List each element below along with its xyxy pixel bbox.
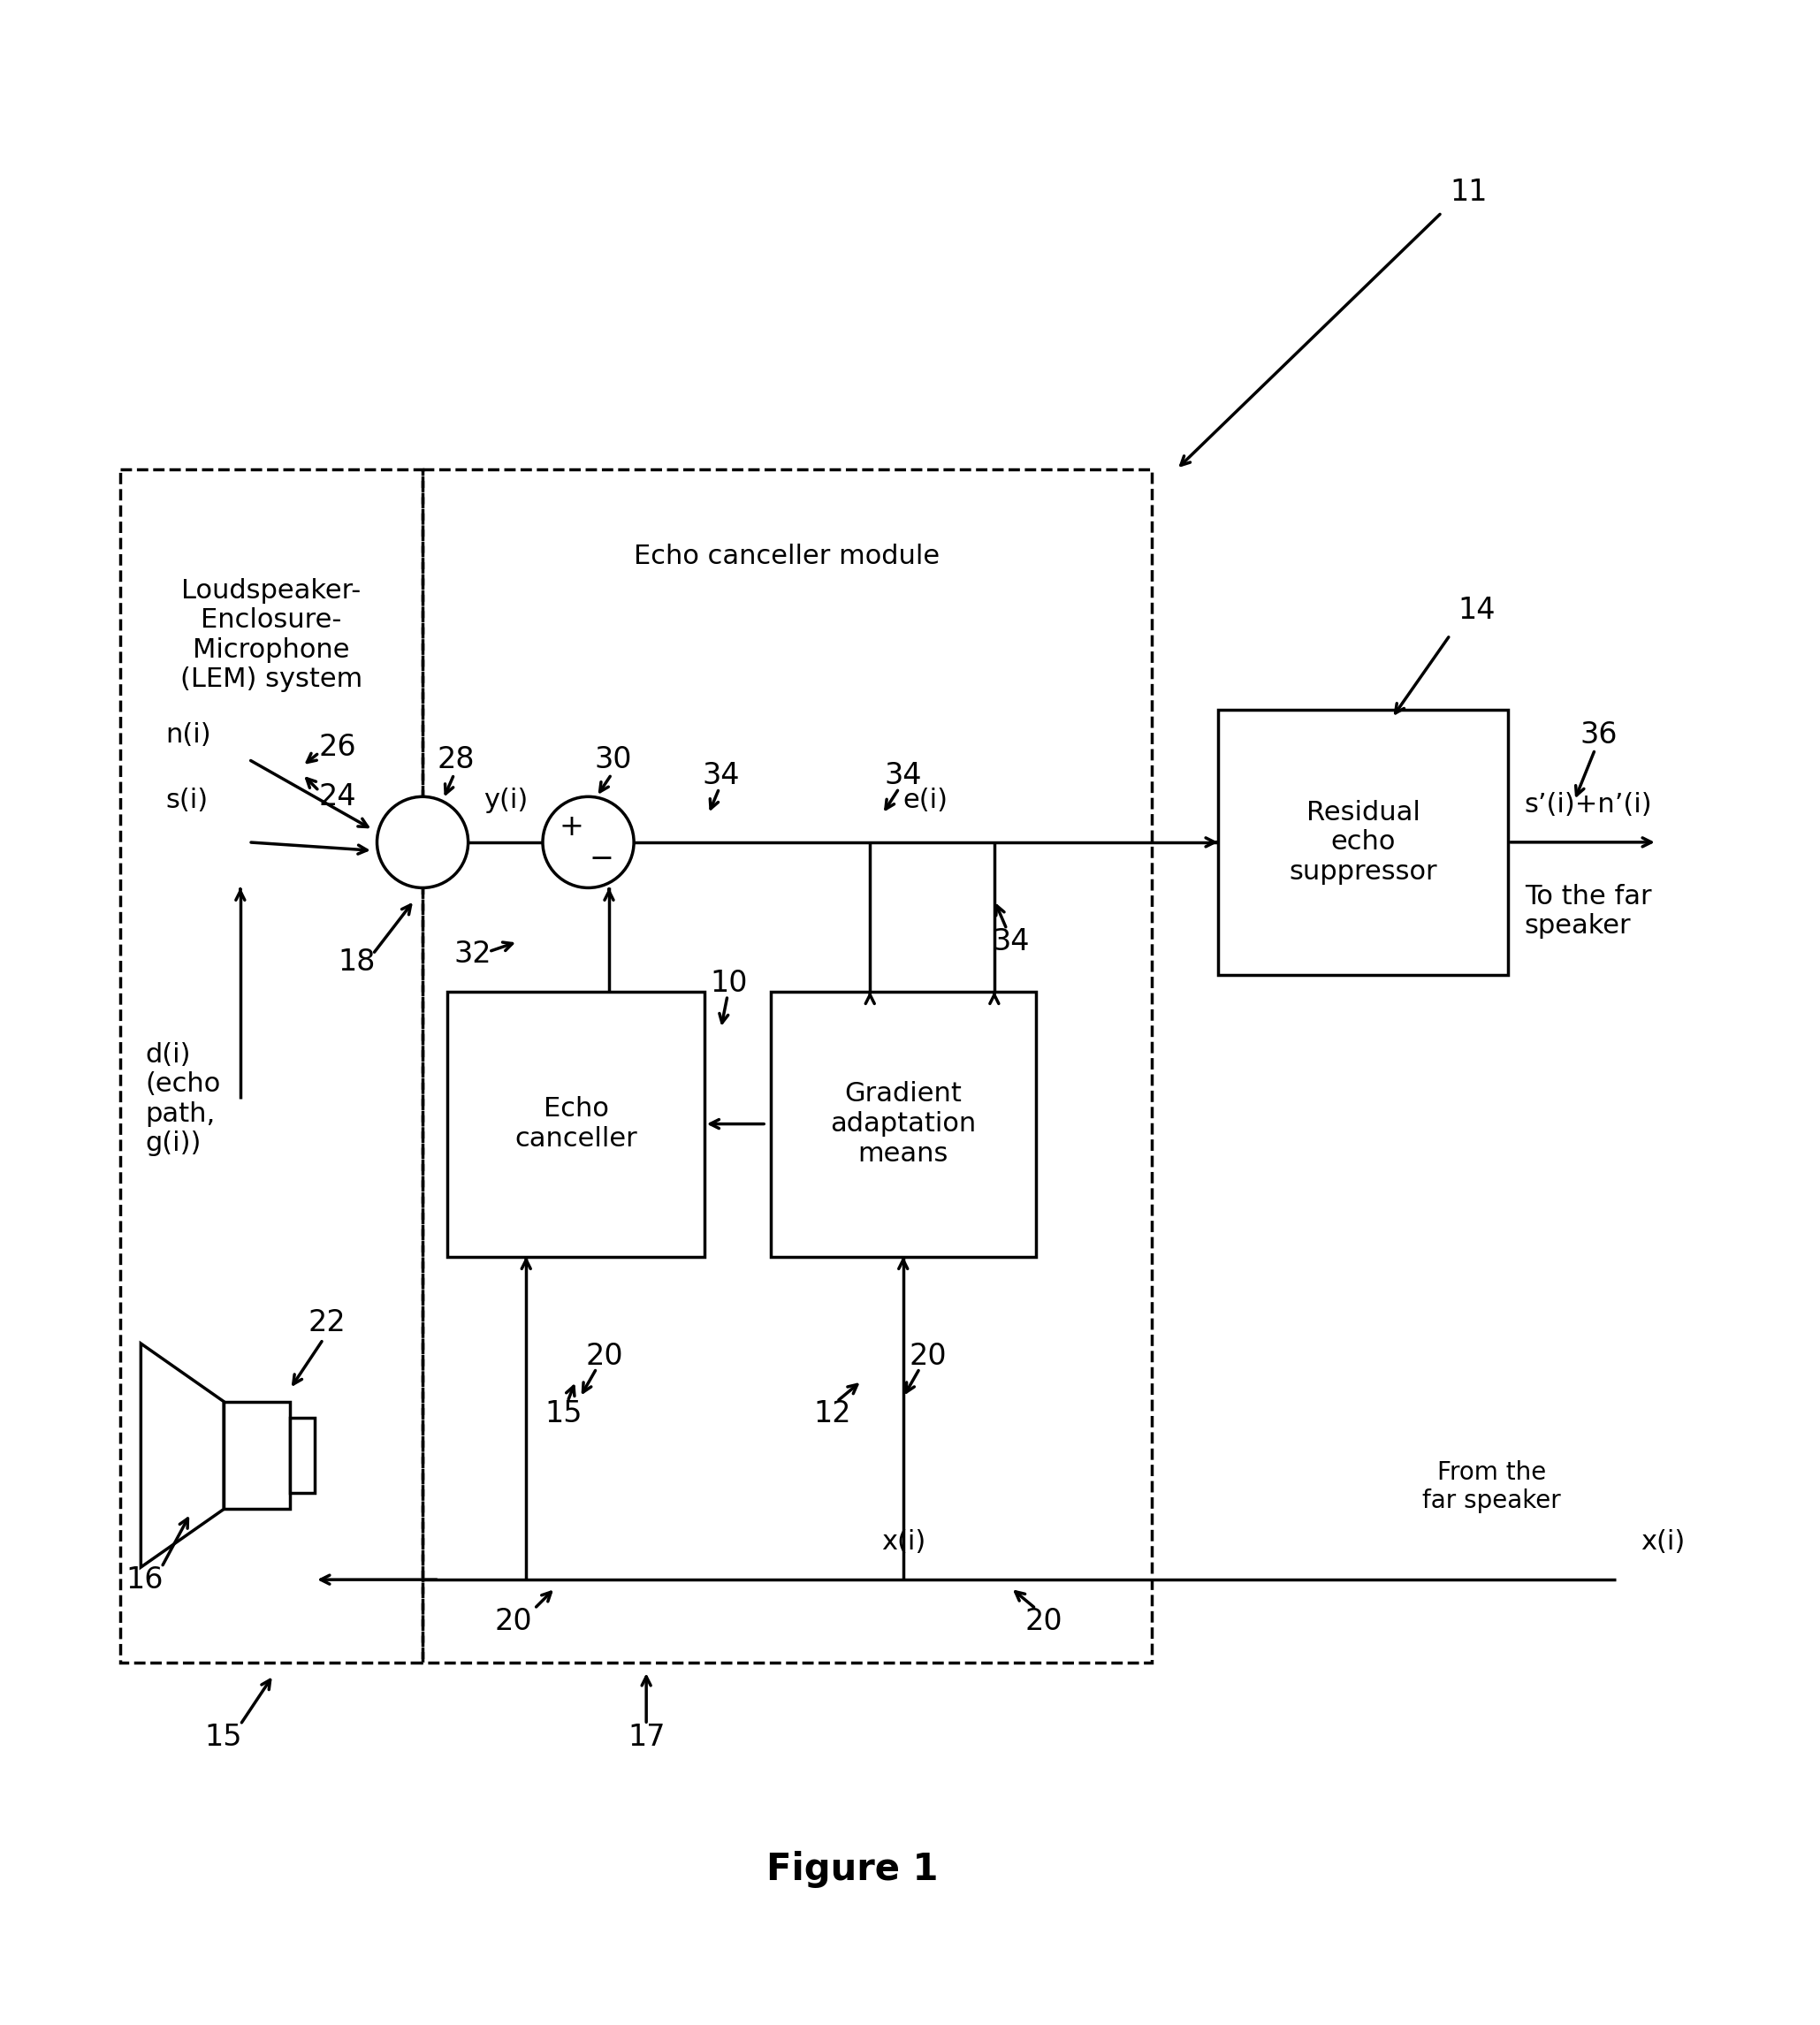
Text: e(i): e(i) bbox=[903, 788, 948, 814]
Text: 15: 15 bbox=[206, 1723, 242, 1752]
Text: s(i): s(i) bbox=[166, 788, 207, 814]
Bar bbox=[120, 470, 422, 1663]
Text: 14: 14 bbox=[1458, 595, 1496, 626]
Bar bbox=[289, 1417, 315, 1492]
Text: Gradient
adaptation
means: Gradient adaptation means bbox=[830, 1081, 976, 1166]
Text: 30: 30 bbox=[595, 745, 632, 774]
Text: 22: 22 bbox=[308, 1308, 346, 1336]
Text: 12: 12 bbox=[814, 1399, 852, 1428]
Text: 36: 36 bbox=[1580, 721, 1618, 749]
Bar bbox=[224, 1401, 289, 1509]
Text: Echo
canceller: Echo canceller bbox=[515, 1096, 637, 1152]
Text: Echo canceller module: Echo canceller module bbox=[633, 545, 941, 569]
Text: 20: 20 bbox=[495, 1606, 533, 1636]
Bar bbox=[770, 992, 1036, 1255]
Text: 28: 28 bbox=[437, 745, 475, 774]
Text: 32: 32 bbox=[453, 940, 491, 968]
Bar bbox=[422, 470, 1152, 1663]
Text: 26: 26 bbox=[318, 733, 357, 761]
Text: To the far
speaker: To the far speaker bbox=[1525, 883, 1651, 940]
Text: −: − bbox=[590, 844, 613, 873]
Text: 24: 24 bbox=[318, 782, 357, 812]
Text: 20: 20 bbox=[1025, 1606, 1063, 1636]
Text: n(i): n(i) bbox=[166, 721, 211, 747]
Text: +: + bbox=[559, 812, 584, 842]
Text: 20: 20 bbox=[586, 1341, 624, 1371]
Text: x(i): x(i) bbox=[881, 1529, 925, 1555]
Bar bbox=[1218, 709, 1509, 974]
Text: 34: 34 bbox=[703, 761, 739, 790]
Text: 16: 16 bbox=[126, 1565, 164, 1594]
Text: Residual
echo
suppressor: Residual echo suppressor bbox=[1289, 800, 1438, 885]
Circle shape bbox=[542, 796, 633, 887]
Text: 34: 34 bbox=[992, 927, 1030, 956]
Text: s’(i)+n’(i): s’(i)+n’(i) bbox=[1525, 792, 1653, 818]
Text: y(i): y(i) bbox=[484, 788, 528, 814]
Circle shape bbox=[377, 796, 468, 887]
Text: 20: 20 bbox=[910, 1341, 946, 1371]
Text: 34: 34 bbox=[885, 761, 923, 790]
Text: 17: 17 bbox=[628, 1723, 664, 1752]
Polygon shape bbox=[140, 1343, 224, 1567]
Text: Loudspeaker-
Enclosure-
Microphone
(LEM) system: Loudspeaker- Enclosure- Microphone (LEM)… bbox=[180, 577, 362, 693]
Text: 15: 15 bbox=[544, 1399, 582, 1428]
Text: 10: 10 bbox=[710, 968, 748, 998]
Text: 18: 18 bbox=[337, 948, 375, 976]
Text: x(i): x(i) bbox=[1640, 1529, 1685, 1555]
Text: From the
far speaker: From the far speaker bbox=[1421, 1460, 1562, 1513]
Text: Figure 1: Figure 1 bbox=[766, 1851, 939, 1887]
Text: 11: 11 bbox=[1451, 178, 1487, 207]
Bar bbox=[448, 992, 704, 1255]
Text: d(i)
(echo
path,
g(i)): d(i) (echo path, g(i)) bbox=[146, 1041, 220, 1156]
